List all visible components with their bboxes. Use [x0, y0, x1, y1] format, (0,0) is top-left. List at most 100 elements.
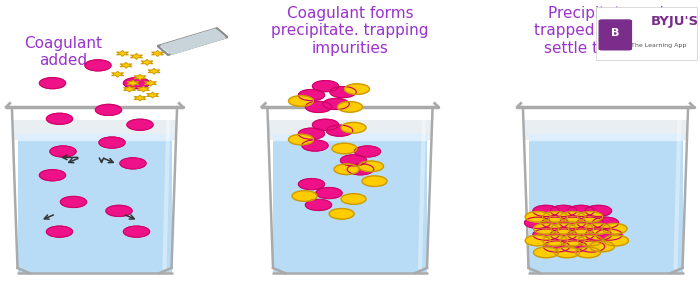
Polygon shape	[134, 95, 146, 101]
Circle shape	[578, 236, 602, 246]
Circle shape	[543, 236, 567, 246]
Circle shape	[327, 125, 352, 136]
Circle shape	[313, 119, 338, 130]
Circle shape	[127, 119, 153, 130]
Circle shape	[586, 229, 611, 240]
FancyBboxPatch shape	[528, 140, 682, 273]
Circle shape	[302, 140, 328, 151]
Circle shape	[533, 206, 559, 216]
Circle shape	[299, 128, 324, 139]
Circle shape	[47, 226, 72, 237]
Circle shape	[590, 241, 614, 252]
Circle shape	[341, 155, 366, 166]
Polygon shape	[111, 71, 124, 77]
Circle shape	[534, 247, 558, 257]
Text: BYJU'S: BYJU'S	[651, 15, 699, 28]
Circle shape	[120, 158, 146, 169]
Circle shape	[335, 164, 358, 174]
Circle shape	[338, 102, 362, 112]
Circle shape	[363, 176, 386, 186]
Polygon shape	[146, 92, 159, 98]
Circle shape	[561, 236, 584, 246]
Circle shape	[124, 78, 149, 89]
Polygon shape	[123, 86, 136, 92]
Circle shape	[313, 81, 338, 91]
Circle shape	[561, 241, 587, 252]
Polygon shape	[148, 68, 160, 74]
Circle shape	[579, 241, 604, 252]
Circle shape	[342, 123, 365, 133]
Circle shape	[561, 212, 584, 222]
Circle shape	[533, 229, 559, 240]
Circle shape	[106, 206, 132, 216]
Circle shape	[551, 206, 576, 216]
Circle shape	[50, 146, 76, 157]
Circle shape	[330, 209, 354, 219]
Circle shape	[323, 99, 349, 109]
Circle shape	[61, 197, 86, 207]
Text: Precipitate and
trapped impurities
settle to bottom: Precipitate and trapped impurities settl…	[534, 6, 677, 56]
Circle shape	[47, 113, 72, 124]
Circle shape	[306, 200, 331, 210]
Polygon shape	[134, 74, 146, 80]
FancyBboxPatch shape	[267, 120, 433, 140]
Circle shape	[124, 226, 149, 237]
Circle shape	[578, 212, 602, 222]
Circle shape	[593, 217, 618, 228]
Polygon shape	[120, 62, 132, 68]
FancyBboxPatch shape	[598, 19, 632, 50]
Circle shape	[40, 170, 65, 181]
Circle shape	[596, 229, 622, 240]
Circle shape	[299, 179, 324, 189]
Circle shape	[568, 229, 594, 240]
Circle shape	[355, 146, 380, 157]
Circle shape	[604, 236, 628, 246]
Circle shape	[526, 236, 550, 246]
Circle shape	[359, 161, 383, 171]
Text: The Learning App: The Learning App	[631, 43, 686, 48]
Polygon shape	[127, 80, 139, 86]
Circle shape	[330, 87, 356, 97]
Circle shape	[332, 143, 356, 154]
FancyBboxPatch shape	[12, 120, 177, 140]
Circle shape	[603, 224, 627, 234]
Circle shape	[85, 60, 111, 71]
Polygon shape	[137, 86, 150, 92]
FancyBboxPatch shape	[596, 7, 697, 60]
Circle shape	[525, 217, 550, 228]
Polygon shape	[158, 28, 228, 55]
FancyBboxPatch shape	[18, 140, 172, 273]
Circle shape	[40, 78, 65, 89]
Circle shape	[551, 229, 576, 240]
Circle shape	[569, 224, 593, 234]
Circle shape	[289, 96, 313, 106]
Circle shape	[289, 135, 313, 145]
Circle shape	[293, 191, 316, 201]
Polygon shape	[116, 50, 129, 56]
Circle shape	[560, 217, 585, 228]
FancyBboxPatch shape	[273, 140, 427, 273]
Polygon shape	[151, 50, 164, 56]
Circle shape	[299, 90, 324, 100]
Circle shape	[99, 137, 125, 148]
Circle shape	[578, 217, 603, 228]
Text: Coagulant forms
precipitate. trapping
impurities: Coagulant forms precipitate. trapping im…	[272, 6, 428, 56]
Circle shape	[342, 194, 365, 204]
Circle shape	[576, 247, 600, 257]
Circle shape	[96, 105, 121, 115]
Polygon shape	[144, 80, 157, 86]
Circle shape	[348, 164, 373, 175]
FancyBboxPatch shape	[523, 120, 688, 140]
Text: B: B	[611, 28, 620, 38]
Circle shape	[542, 217, 568, 228]
Polygon shape	[141, 59, 153, 65]
Circle shape	[544, 241, 569, 252]
Circle shape	[534, 224, 558, 234]
Circle shape	[316, 188, 342, 198]
Circle shape	[587, 224, 610, 234]
Polygon shape	[161, 29, 225, 54]
Text: Coagulant
added: Coagulant added	[25, 36, 102, 68]
Circle shape	[586, 206, 611, 216]
Circle shape	[543, 212, 567, 222]
Circle shape	[306, 102, 331, 112]
